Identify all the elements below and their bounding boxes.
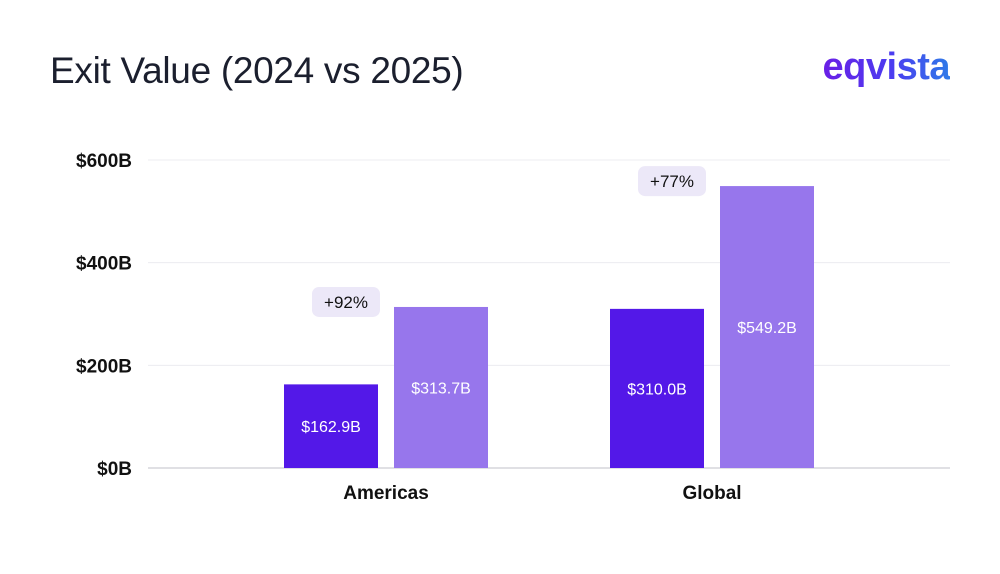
bar	[720, 186, 814, 468]
bar	[394, 306, 488, 468]
x-tick-label: Americas	[343, 483, 429, 504]
y-tick-label: $400B	[76, 254, 132, 275]
y-tick-label: $0B	[97, 459, 132, 480]
growth-badge	[312, 286, 380, 317]
growth-badge-label: +92%	[324, 293, 368, 312]
growth-badge-label: +77%	[650, 172, 694, 191]
bar-value-label: $313.7B	[411, 380, 471, 397]
bar	[610, 308, 704, 468]
y-tick-label: $600B	[76, 151, 132, 172]
brand-logo: eqvista	[822, 46, 951, 88]
chart-title: Exit Value (2024 vs 2025)	[50, 50, 464, 91]
bar-value-label: $162.9B	[301, 419, 361, 436]
y-tick-label: $200B	[76, 356, 132, 377]
bar-value-label: $310.0B	[627, 381, 687, 398]
bar	[284, 384, 378, 468]
x-tick-label: Global	[682, 483, 741, 504]
bar-value-label: $549.2B	[737, 320, 797, 337]
growth-badge	[638, 166, 706, 197]
